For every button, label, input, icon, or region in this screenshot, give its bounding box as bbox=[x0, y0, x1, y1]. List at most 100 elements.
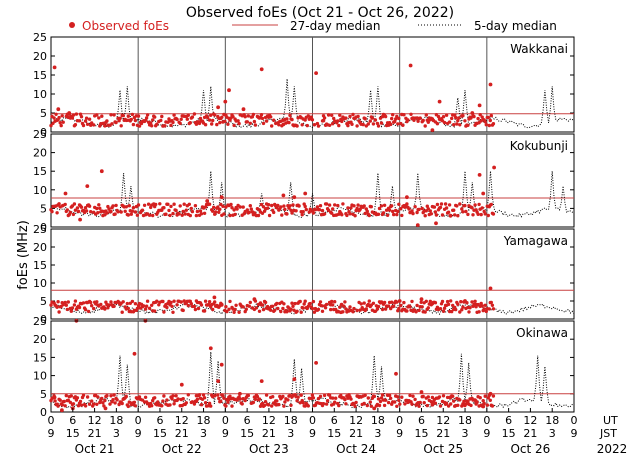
observed-point bbox=[248, 204, 252, 208]
observed-point bbox=[133, 210, 138, 214]
observed-point bbox=[338, 113, 342, 117]
observed-point bbox=[448, 395, 453, 400]
observed-point bbox=[379, 121, 384, 125]
observed-point bbox=[399, 303, 403, 308]
observed-point bbox=[264, 393, 269, 397]
y-tick-label: 25 bbox=[33, 128, 47, 141]
observed-point bbox=[486, 213, 490, 218]
observed-point bbox=[208, 346, 213, 351]
observed-point bbox=[174, 394, 178, 398]
observed-point bbox=[73, 123, 78, 127]
observed-point bbox=[392, 212, 396, 217]
observed-point bbox=[169, 204, 173, 209]
observed-point bbox=[227, 395, 231, 400]
observed-point bbox=[463, 299, 467, 303]
observed-point bbox=[90, 304, 94, 308]
observed-point bbox=[341, 310, 345, 314]
observed-point bbox=[344, 402, 348, 406]
observed-point bbox=[326, 113, 331, 117]
observed-point bbox=[170, 397, 174, 401]
x-tick-label-jst: 3 bbox=[374, 427, 381, 440]
observed-point bbox=[295, 124, 299, 128]
observed-point bbox=[436, 114, 441, 119]
observed-point bbox=[133, 404, 138, 408]
x-axis: 0961512211830961512211830961512211830961… bbox=[48, 408, 628, 456]
observed-point bbox=[450, 309, 454, 314]
observed-point bbox=[449, 299, 453, 303]
observed-point bbox=[217, 210, 221, 214]
observed-point bbox=[410, 402, 414, 406]
observed-point bbox=[421, 118, 425, 123]
y-tick-label: 20 bbox=[33, 333, 47, 346]
x-tick-label-ut: 6 bbox=[244, 414, 251, 427]
observed-point bbox=[87, 117, 92, 121]
observed-point bbox=[216, 393, 220, 397]
observed-point bbox=[182, 202, 186, 206]
observed-point bbox=[442, 120, 447, 125]
year-label: 2022 bbox=[597, 442, 628, 456]
observed-point bbox=[448, 213, 453, 218]
observed-point bbox=[218, 120, 222, 125]
observed-point bbox=[246, 114, 250, 118]
observed-point bbox=[282, 204, 286, 208]
observed-point bbox=[132, 351, 137, 356]
day-label: Oct 26 bbox=[510, 442, 550, 456]
observed-point bbox=[311, 299, 316, 304]
observed-point bbox=[314, 71, 318, 75]
observed-point bbox=[371, 122, 376, 126]
observed-point bbox=[445, 299, 450, 304]
observed-point bbox=[243, 398, 247, 403]
observed-point bbox=[423, 214, 427, 218]
observed-point bbox=[437, 395, 442, 399]
observed-point bbox=[382, 403, 387, 408]
day-label: Oct 22 bbox=[162, 442, 202, 456]
y-tick-label: 0 bbox=[40, 221, 47, 234]
observed-point bbox=[216, 205, 220, 209]
observed-point bbox=[489, 113, 493, 118]
observed-point bbox=[351, 112, 355, 117]
observed-point bbox=[483, 120, 487, 124]
observed-point bbox=[103, 124, 107, 128]
observed-point bbox=[186, 303, 190, 308]
x-tick-label-jst: 21 bbox=[262, 427, 276, 440]
observed-point bbox=[189, 302, 193, 306]
observed-point bbox=[84, 209, 89, 213]
x-tick-label-ut: 6 bbox=[69, 414, 76, 427]
observed-point bbox=[352, 306, 356, 311]
observed-point bbox=[105, 211, 109, 215]
observed-point bbox=[194, 213, 199, 218]
observed-point bbox=[167, 208, 171, 213]
observed-point bbox=[70, 116, 75, 120]
observed-point bbox=[473, 299, 477, 303]
observed-point bbox=[133, 302, 138, 306]
x-tick-label-jst: 21 bbox=[523, 427, 537, 440]
observed-point bbox=[316, 396, 321, 401]
observed-point bbox=[325, 399, 330, 403]
observed-point bbox=[64, 303, 69, 307]
y-tick-label: 0 bbox=[40, 126, 47, 139]
observed-point bbox=[233, 212, 237, 217]
observed-point bbox=[280, 213, 284, 217]
observed-point bbox=[111, 204, 115, 208]
observed-point bbox=[472, 114, 476, 119]
observed-point bbox=[85, 184, 90, 189]
observed-point bbox=[184, 208, 188, 212]
observed-point bbox=[385, 213, 390, 217]
observed-point bbox=[251, 112, 256, 117]
x-tick-label-jst: 9 bbox=[222, 427, 229, 440]
observed-point bbox=[312, 310, 317, 314]
observed-point bbox=[424, 299, 428, 303]
observed-point bbox=[333, 203, 337, 207]
observed-point bbox=[76, 209, 81, 214]
observed-point bbox=[456, 403, 460, 407]
observed-point bbox=[66, 300, 71, 304]
observed-point bbox=[203, 299, 208, 303]
observed-point bbox=[488, 118, 492, 123]
observed-point bbox=[103, 307, 107, 311]
observed-point bbox=[446, 210, 451, 214]
observed-point bbox=[168, 213, 172, 218]
observed-point bbox=[311, 396, 316, 400]
observed-point bbox=[327, 123, 332, 128]
observed-point bbox=[491, 122, 496, 126]
observed-point bbox=[389, 122, 393, 127]
